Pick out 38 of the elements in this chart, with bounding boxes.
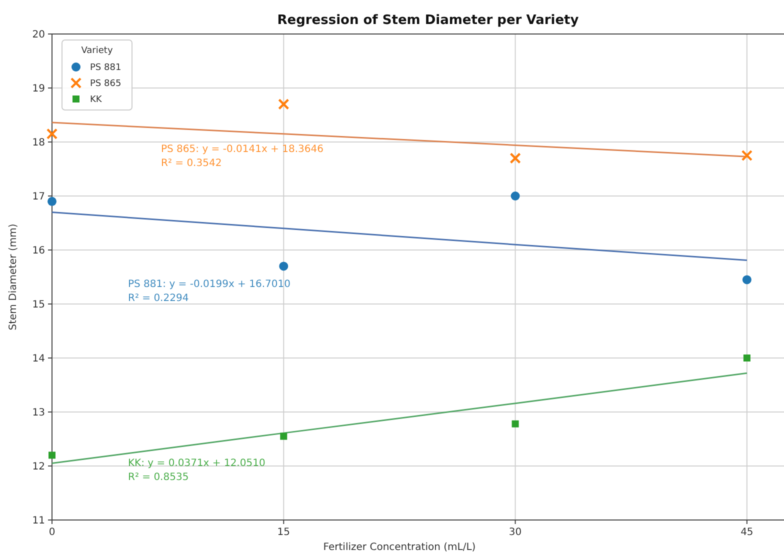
legend-label: PS 865 [90, 79, 122, 90]
y-tick-label: 19 [32, 84, 45, 94]
legend-label: KK [90, 95, 103, 106]
x-tick-label: 0 [48, 527, 56, 538]
point [46, 128, 58, 140]
legend-label: PS 881 [90, 63, 122, 74]
y-tick-label: 15 [32, 300, 45, 310]
point [48, 452, 56, 459]
point [48, 196, 56, 206]
y-tick-label: 18 [32, 138, 45, 148]
x-axis-title: Fertilizer Concentration (mL/L) [323, 542, 476, 553]
point [279, 262, 288, 271]
point [510, 152, 521, 164]
point [742, 275, 752, 284]
y-tick-label: 17 [32, 192, 45, 202]
point [280, 432, 288, 440]
line-series [51, 211, 748, 262]
y-tick-label: 11 [32, 516, 45, 526]
annotation: PS 881: y = -0.0199x + 16.7010 R² = 0.2294 [128, 279, 290, 304]
line-series [51, 122, 748, 158]
x-tick-label: 45 [740, 527, 754, 538]
y-tick-label: 20 [32, 30, 45, 40]
point [278, 98, 290, 110]
chart-title: Regression of Stem Diameter per Variety [277, 13, 580, 28]
point [510, 192, 520, 200]
annotation: KK: y = 0.0371x + 12.0510 R² = 0.8535 [128, 458, 266, 483]
point [512, 420, 519, 428]
legend-title: Variety [81, 46, 114, 56]
y-tick-label: 13 [32, 408, 45, 418]
x-tick-label: 30 [508, 527, 522, 538]
annotation: PS 865: y = -0.0141x + 18.3646 R² = 0.3542 [161, 144, 324, 169]
point [743, 354, 750, 362]
point [741, 150, 753, 162]
y-tick-label: 12 [32, 462, 45, 472]
y-axis-title: Stem Diameter (mm) [8, 224, 19, 330]
y-tick-label: 16 [32, 246, 45, 256]
x-tick-label: 15 [277, 527, 290, 538]
y-tick-label: 14 [32, 354, 45, 364]
